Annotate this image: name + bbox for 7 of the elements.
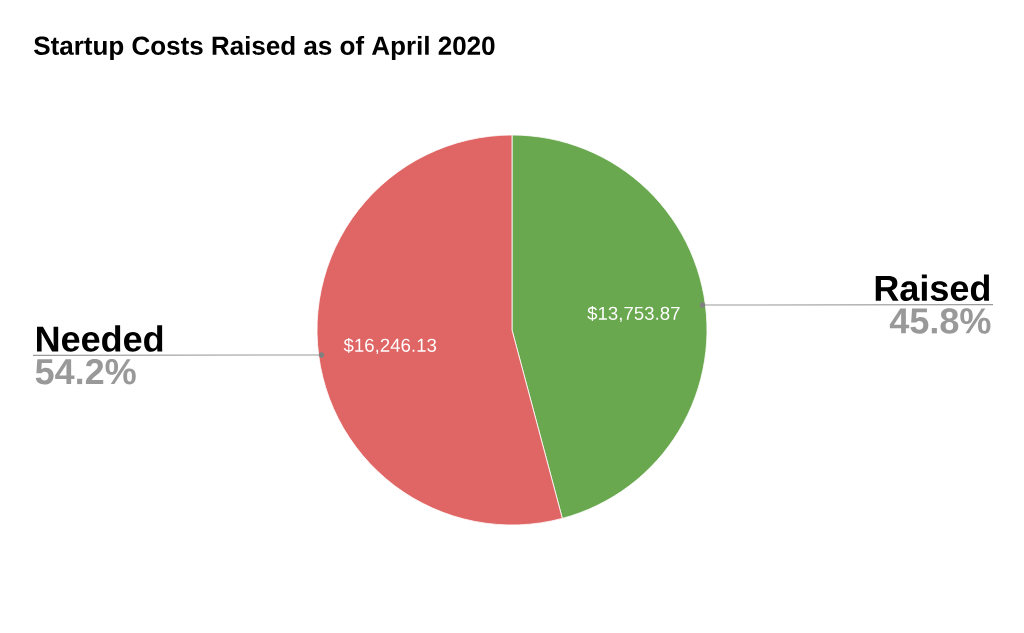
data-label: $16,246.13 xyxy=(343,337,437,355)
slice-label: Needed xyxy=(37,325,163,352)
text: 45.8% xyxy=(889,308,991,334)
chart-title: Startup Costs Raised as of April 2020 xyxy=(34,35,495,61)
text: 54.2% xyxy=(35,358,136,385)
data-label: $13,753.87 xyxy=(587,305,680,323)
slice-label: Raised xyxy=(875,274,990,302)
